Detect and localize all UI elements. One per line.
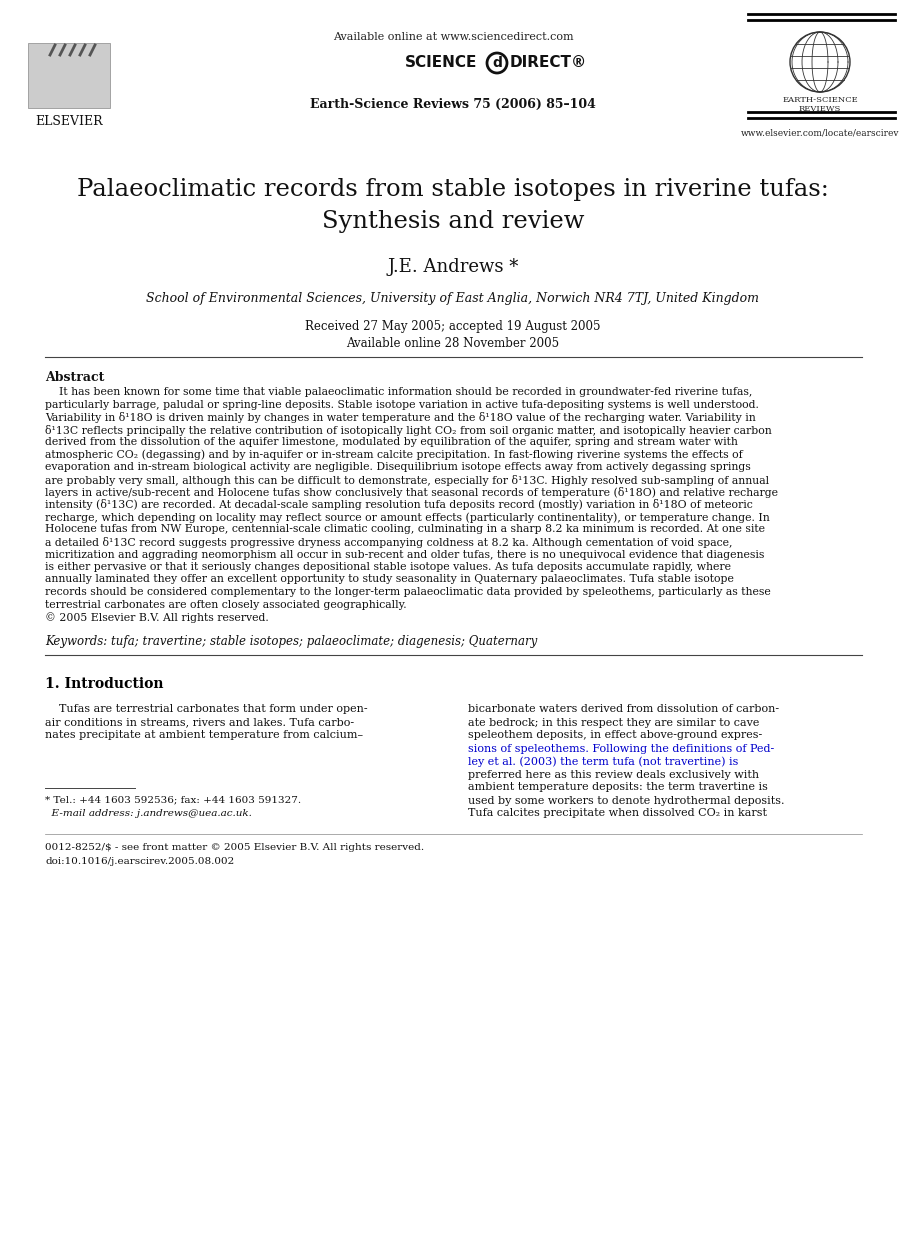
Text: EARTH-SCIENCE: EARTH-SCIENCE <box>782 97 858 104</box>
Bar <box>28 43 110 108</box>
Text: derived from the dissolution of the aquifer limestone, modulated by equilibratio: derived from the dissolution of the aqui… <box>45 437 738 447</box>
Text: Keywords: tufa; travertine; stable isotopes; palaeoclimate; diagenesis; Quaterna: Keywords: tufa; travertine; stable isoto… <box>45 635 537 647</box>
Text: 0012-8252/$ - see front matter © 2005 Elsevier B.V. All rights reserved.: 0012-8252/$ - see front matter © 2005 El… <box>45 843 424 853</box>
Text: It has been known for some time that viable palaeoclimatic information should be: It has been known for some time that via… <box>45 387 753 397</box>
Text: J.E. Andrews *: J.E. Andrews * <box>387 258 519 276</box>
Text: particularly barrage, paludal or spring-line deposits. Stable isotope variation : particularly barrage, paludal or spring-… <box>45 400 759 410</box>
Text: SCIENCE: SCIENCE <box>405 54 477 71</box>
Text: REVIEWS: REVIEWS <box>799 105 841 113</box>
Text: evaporation and in-stream biological activity are negligible. Disequilibrium iso: evaporation and in-stream biological act… <box>45 462 751 472</box>
Text: * Tel.: +44 1603 592536; fax: +44 1603 591327.: * Tel.: +44 1603 592536; fax: +44 1603 5… <box>45 796 301 805</box>
Text: intensity (δ¹13C) are recorded. At decadal-scale sampling resolution tufa deposi: intensity (δ¹13C) are recorded. At decad… <box>45 499 753 510</box>
Text: E-mail address: j.andrews@uea.ac.uk.: E-mail address: j.andrews@uea.ac.uk. <box>45 808 252 817</box>
Text: School of Environmental Sciences, University of East Anglia, Norwich NR4 7TJ, Un: School of Environmental Sciences, Univer… <box>147 292 759 305</box>
Text: Palaeoclimatic records from stable isotopes in riverine tufas:: Palaeoclimatic records from stable isoto… <box>77 178 829 201</box>
Text: Synthesis and review: Synthesis and review <box>322 210 584 233</box>
Text: ley et al. (2003) the term tufa (not travertine) is: ley et al. (2003) the term tufa (not tra… <box>468 756 738 768</box>
Text: DIRECT®: DIRECT® <box>510 54 587 71</box>
Text: www.elsevier.com/locate/earscirev: www.elsevier.com/locate/earscirev <box>741 128 899 137</box>
Text: Variability in δ¹18O is driven mainly by changes in water temperature and the δ¹: Variability in δ¹18O is driven mainly by… <box>45 412 756 423</box>
Text: ambient temperature deposits: the term travertine is: ambient temperature deposits: the term t… <box>468 782 768 792</box>
Text: Earth-Science Reviews 75 (2006) 85–104: Earth-Science Reviews 75 (2006) 85–104 <box>310 98 596 111</box>
Text: are probably very small, although this can be difficult to demonstrate, especial: are probably very small, although this c… <box>45 474 769 485</box>
Text: recharge, which depending on locality may reflect source or amount effects (part: recharge, which depending on locality ma… <box>45 513 770 522</box>
Text: Received 27 May 2005; accepted 19 August 2005: Received 27 May 2005; accepted 19 August… <box>306 319 600 333</box>
Text: atmospheric CO₂ (degassing) and by in-aquifer or in-stream calcite precipitation: atmospheric CO₂ (degassing) and by in-aq… <box>45 449 743 461</box>
Text: ate bedrock; in this respect they are similar to cave: ate bedrock; in this respect they are si… <box>468 718 759 728</box>
Text: micritization and aggrading neomorphism all occur in sub-recent and older tufas,: micritization and aggrading neomorphism … <box>45 550 765 560</box>
Text: Available online 28 November 2005: Available online 28 November 2005 <box>346 337 560 350</box>
Text: ELSEVIER: ELSEVIER <box>35 115 102 128</box>
Text: d: d <box>493 56 502 71</box>
Text: Tufas are terrestrial carbonates that form under open-: Tufas are terrestrial carbonates that fo… <box>45 704 367 714</box>
Text: speleothem deposits, in effect above-ground expres-: speleothem deposits, in effect above-gro… <box>468 730 762 740</box>
Text: bicarbonate waters derived from dissolution of carbon-: bicarbonate waters derived from dissolut… <box>468 704 779 714</box>
Text: Holocene tufas from NW Europe, centennial-scale climatic cooling, culminating in: Holocene tufas from NW Europe, centennia… <box>45 525 765 535</box>
Text: sions of speleothems. Following the definitions of Ped-: sions of speleothems. Following the defi… <box>468 744 775 754</box>
Text: annually laminated they offer an excellent opportunity to study seasonality in Q: annually laminated they offer an excelle… <box>45 574 734 584</box>
Text: δ¹13C reflects principally the relative contribution of isotopically light CO₂ f: δ¹13C reflects principally the relative … <box>45 425 772 436</box>
Text: © 2005 Elsevier B.V. All rights reserved.: © 2005 Elsevier B.V. All rights reserved… <box>45 612 268 623</box>
Text: Available online at www.sciencedirect.com: Available online at www.sciencedirect.co… <box>333 32 573 42</box>
Text: Abstract: Abstract <box>45 371 104 384</box>
Text: air conditions in streams, rivers and lakes. Tufa carbo-: air conditions in streams, rivers and la… <box>45 718 354 728</box>
Text: terrestrial carbonates are often closely associated geographically.: terrestrial carbonates are often closely… <box>45 599 406 609</box>
Text: preferred here as this review deals exclusively with: preferred here as this review deals excl… <box>468 770 759 780</box>
Text: 1. Introduction: 1. Introduction <box>45 676 163 691</box>
Text: layers in active/sub-recent and Holocene tufas show conclusively that seasonal r: layers in active/sub-recent and Holocene… <box>45 487 778 498</box>
Text: records should be considered complementary to the longer-term palaeoclimatic dat: records should be considered complementa… <box>45 587 771 597</box>
Text: doi:10.1016/j.earscirev.2005.08.002: doi:10.1016/j.earscirev.2005.08.002 <box>45 857 234 865</box>
Text: is either pervasive or that it seriously changes depositional stable isotope val: is either pervasive or that it seriously… <box>45 562 731 572</box>
Text: a detailed δ¹13C record suggests progressive dryness accompanying coldness at 8.: a detailed δ¹13C record suggests progres… <box>45 537 733 548</box>
Text: Tufa calcites precipitate when dissolved CO₂ in karst: Tufa calcites precipitate when dissolved… <box>468 808 767 818</box>
Text: used by some workers to denote hydrothermal deposits.: used by some workers to denote hydrother… <box>468 796 785 806</box>
Text: nates precipitate at ambient temperature from calcium–: nates precipitate at ambient temperature… <box>45 730 363 740</box>
